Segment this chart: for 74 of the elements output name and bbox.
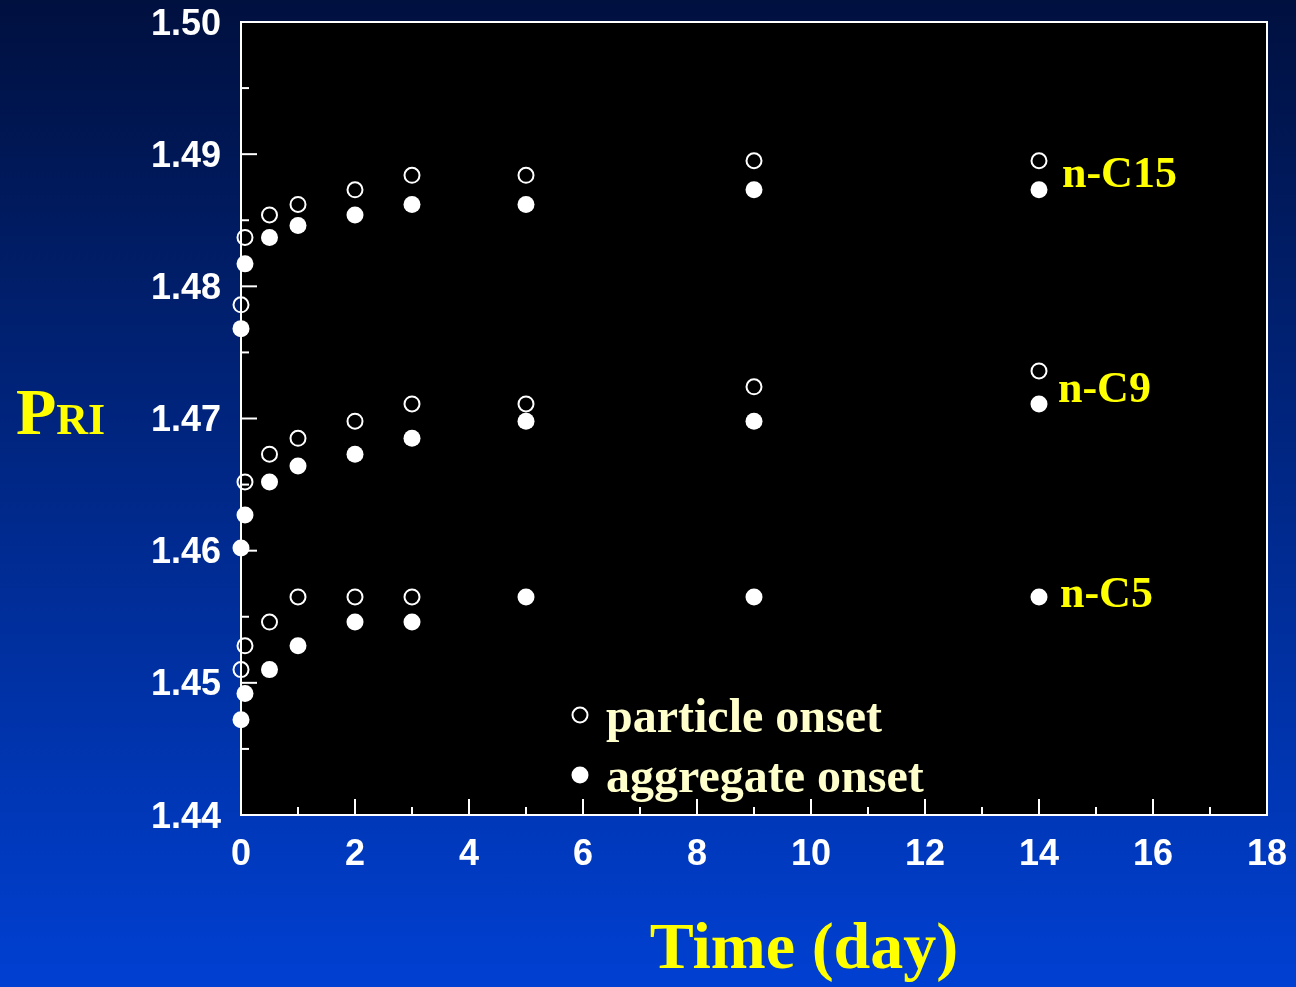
point — [232, 711, 250, 729]
point — [346, 412, 364, 430]
point — [289, 217, 307, 235]
point — [346, 588, 364, 606]
point — [1030, 181, 1048, 199]
legend-label: aggregate onset — [606, 748, 924, 802]
point — [1030, 152, 1048, 170]
point — [745, 152, 763, 170]
point — [517, 588, 535, 606]
point — [232, 296, 250, 314]
point — [261, 661, 278, 679]
y-tick-label: 1.47 — [150, 398, 221, 440]
x-tick-label: 12 — [904, 832, 946, 873]
point — [261, 613, 278, 631]
point — [232, 661, 250, 679]
point — [346, 181, 364, 199]
annotation: n-C9 — [1058, 363, 1151, 413]
point — [261, 228, 278, 246]
point — [346, 206, 364, 224]
point — [289, 457, 307, 475]
point — [261, 206, 278, 224]
point — [236, 637, 254, 655]
point — [403, 166, 421, 184]
x-tick-label: 14 — [1018, 832, 1060, 873]
point — [745, 412, 763, 430]
point — [236, 228, 254, 246]
x-axis-title: Time (day) — [649, 909, 959, 983]
point — [289, 429, 307, 447]
x-tick-label: 0 — [230, 832, 252, 873]
point — [403, 395, 421, 413]
y-tick-label: 1.48 — [150, 265, 221, 307]
point — [289, 588, 307, 606]
point — [517, 166, 535, 184]
point — [1030, 395, 1048, 413]
point — [236, 255, 254, 273]
point — [261, 473, 278, 491]
point — [1030, 588, 1048, 606]
y-tick-label: 1.49 — [150, 133, 221, 175]
point — [745, 181, 763, 199]
point — [745, 588, 763, 606]
point — [403, 613, 421, 631]
point — [1030, 362, 1048, 380]
point — [403, 195, 421, 213]
point — [236, 684, 254, 702]
y-tick-label: 1.50 — [150, 1, 221, 43]
point — [232, 539, 250, 557]
x-tick-label: 16 — [1132, 832, 1174, 873]
point — [289, 195, 307, 213]
x-tick-label: 8 — [686, 832, 708, 873]
point — [346, 445, 364, 463]
annotation: n-C5 — [1060, 568, 1153, 618]
point — [232, 320, 250, 338]
y-tick-label: 1.44 — [150, 794, 221, 836]
x-tick-label: 6 — [572, 832, 594, 873]
x-tick-label: 10 — [790, 832, 832, 873]
point — [236, 506, 254, 524]
point — [289, 637, 307, 655]
point — [403, 429, 421, 447]
point — [517, 195, 535, 213]
point — [745, 378, 763, 396]
point — [261, 445, 278, 463]
x-tick-label: 2 — [344, 832, 366, 873]
point — [517, 395, 535, 413]
annotation: n-C15 — [1062, 148, 1177, 198]
y-tick-label: 1.45 — [150, 662, 221, 704]
y-tick-label: 1.46 — [150, 530, 221, 572]
x-tick-label: 18 — [1246, 832, 1288, 873]
y-axis-title: PRI — [16, 375, 106, 448]
legend-label: particle onset — [606, 688, 882, 742]
x-tick-label: 4 — [458, 832, 480, 873]
point — [517, 412, 535, 430]
point — [236, 473, 254, 491]
point — [346, 613, 364, 631]
point — [403, 588, 421, 606]
